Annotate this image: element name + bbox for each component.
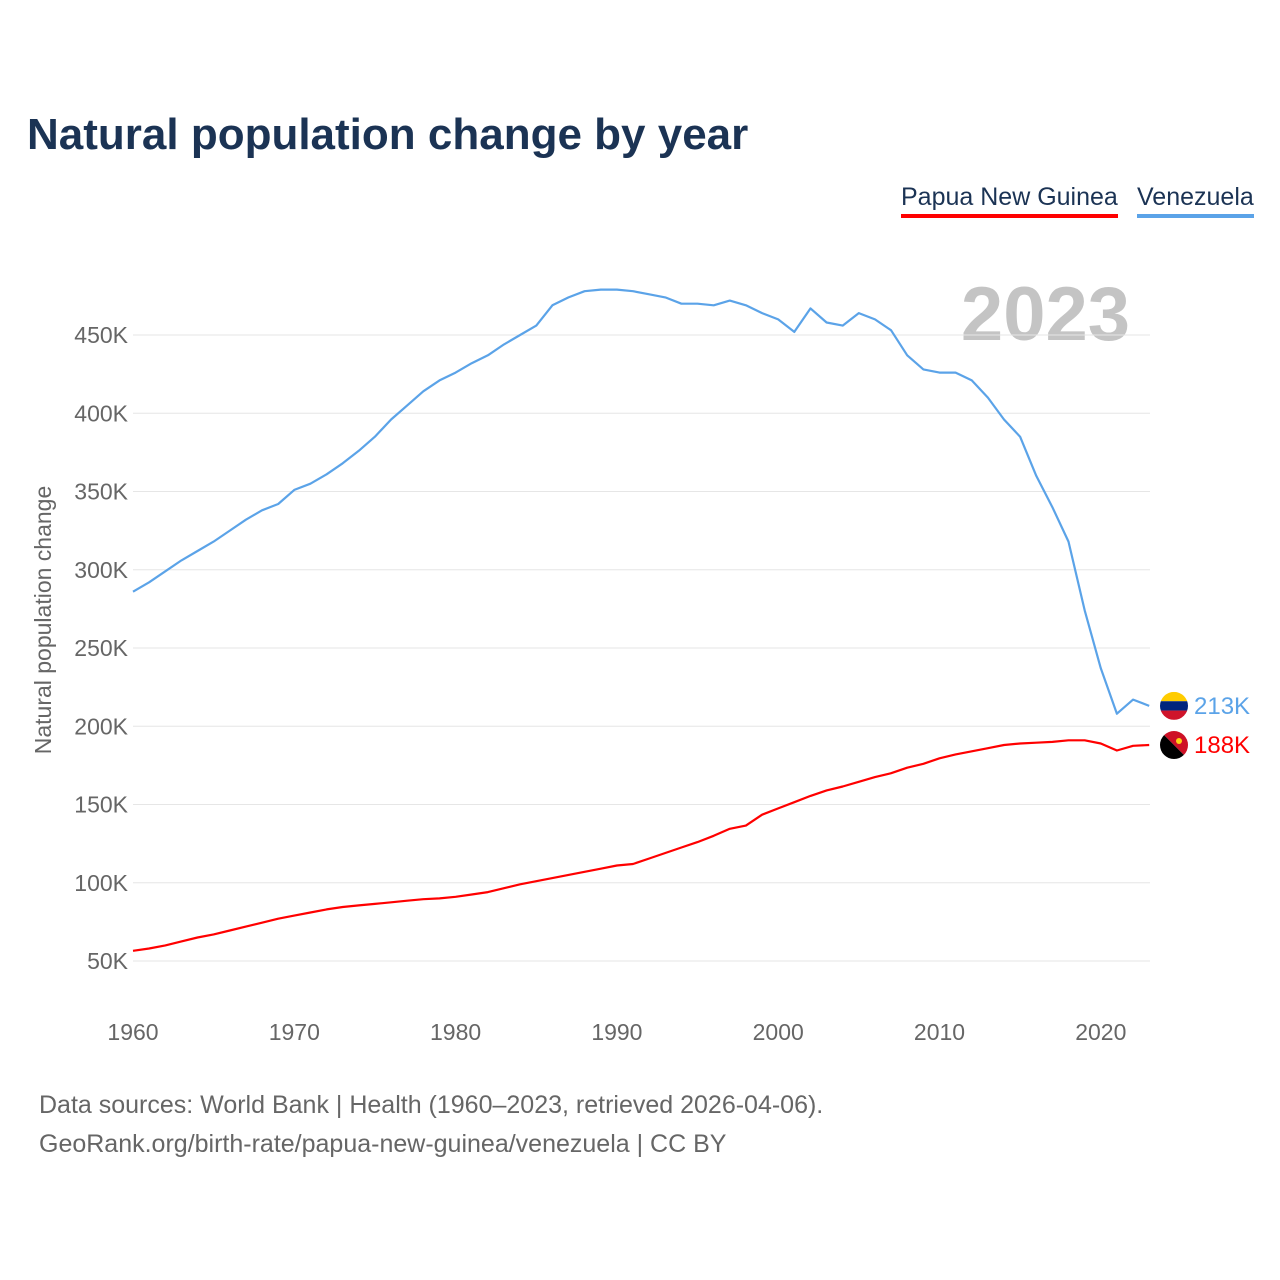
x-tick-label: 2010 (914, 1019, 965, 1045)
flag-icon-papua-new-guinea (1160, 731, 1188, 760)
legend-papua-new-guinea[interactable]: Papua New Guinea (901, 183, 1118, 218)
end-value-label: 188K (1194, 732, 1250, 759)
y-tick-label: 350K (74, 479, 128, 505)
y-tick-label: 250K (74, 635, 128, 661)
footer: Data sources: World Bank | Health (1960–… (39, 1086, 823, 1164)
x-tick-label: 1970 (269, 1019, 320, 1045)
year-watermark: 2023 (961, 272, 1130, 357)
y-tick-label: 400K (74, 400, 128, 426)
legend-venezuela[interactable]: Venezuela (1137, 183, 1254, 218)
series-line-papua-new-guinea (132, 739, 1150, 952)
flag-bird (1176, 738, 1182, 745)
flag-stripe (1160, 701, 1188, 711)
flag-stripe (1160, 691, 1188, 702)
x-tick-label: 2020 (1075, 1019, 1126, 1045)
y-axis-label: Natural population change (30, 486, 56, 755)
chart-title: Natural population change by year (27, 110, 749, 159)
y-tick-label: 200K (74, 713, 128, 739)
flag-stripe (1160, 710, 1188, 720)
source-link[interactable]: GeoRank.org/birth-rate/papua-new-guinea/… (39, 1130, 727, 1158)
x-tick-label: 1960 (107, 1019, 158, 1045)
y-tick-label: 300K (74, 557, 128, 583)
end-value-label: 213K (1194, 693, 1250, 720)
x-tick-label: 1980 (430, 1019, 481, 1045)
y-tick-label: 100K (74, 870, 128, 896)
y-tick-label: 150K (74, 792, 128, 818)
y-tick-label: 50K (87, 948, 129, 974)
data-source-text: Data sources: World Bank | Health (1960–… (39, 1091, 824, 1119)
series-line-venezuela (132, 288, 1150, 715)
flag-icon-venezuela (1160, 691, 1188, 720)
y-tick-label: 450K (74, 322, 128, 348)
x-tick-label: 1990 (591, 1019, 642, 1045)
x-tick-label: 2000 (753, 1019, 804, 1045)
flag-triangle (1160, 731, 1188, 760)
